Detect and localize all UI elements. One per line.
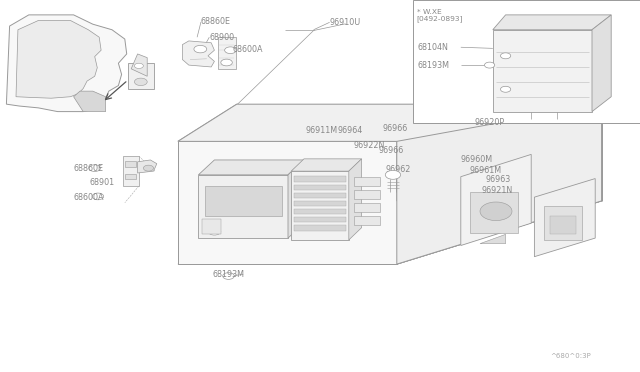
Circle shape <box>194 45 207 53</box>
Polygon shape <box>6 15 127 112</box>
Polygon shape <box>74 91 106 112</box>
Text: 96920P: 96920P <box>475 118 505 126</box>
Circle shape <box>143 165 154 171</box>
Polygon shape <box>493 15 611 30</box>
Text: 96966: 96966 <box>379 146 404 155</box>
Circle shape <box>385 170 401 179</box>
Polygon shape <box>461 154 531 246</box>
Polygon shape <box>288 160 304 238</box>
Bar <box>294 217 346 222</box>
Text: 96921N: 96921N <box>481 186 513 195</box>
Polygon shape <box>123 156 139 186</box>
Polygon shape <box>291 171 349 240</box>
Bar <box>294 193 346 198</box>
Polygon shape <box>138 160 157 173</box>
Polygon shape <box>480 234 506 244</box>
Polygon shape <box>291 159 362 171</box>
Text: 68860E: 68860E <box>74 164 104 173</box>
Text: 68193M: 68193M <box>418 61 450 70</box>
Text: 68860E: 68860E <box>201 17 231 26</box>
Text: 68600A: 68600A <box>232 45 263 54</box>
Circle shape <box>480 202 512 221</box>
Text: 96964: 96964 <box>337 126 362 135</box>
Bar <box>294 209 346 214</box>
Polygon shape <box>493 30 592 112</box>
Polygon shape <box>178 201 602 264</box>
Text: 68104N: 68104N <box>418 43 449 52</box>
Polygon shape <box>349 159 362 240</box>
Bar <box>125 161 136 167</box>
Polygon shape <box>16 20 101 98</box>
Text: 96966: 96966 <box>383 124 408 133</box>
Text: [0492-0893]: [0492-0893] <box>417 15 463 22</box>
Text: 96963: 96963 <box>485 175 510 184</box>
Bar <box>202 219 221 234</box>
Polygon shape <box>178 104 602 201</box>
Circle shape <box>89 165 100 171</box>
Polygon shape <box>550 216 576 234</box>
Text: 68193M: 68193M <box>212 270 244 279</box>
Polygon shape <box>354 203 380 212</box>
Text: 68900: 68900 <box>209 33 234 42</box>
Bar <box>218 37 236 69</box>
Circle shape <box>92 193 104 200</box>
Text: 68901: 68901 <box>90 178 115 187</box>
Bar <box>294 225 346 231</box>
Text: 96960M: 96960M <box>461 155 493 164</box>
Circle shape <box>484 62 495 68</box>
Bar <box>125 174 136 179</box>
Text: 96962: 96962 <box>385 165 411 174</box>
Bar <box>294 185 346 190</box>
Text: 96922N: 96922N <box>354 141 385 150</box>
Text: 68600A: 68600A <box>74 193 104 202</box>
Polygon shape <box>354 177 380 186</box>
Polygon shape <box>397 104 602 264</box>
Polygon shape <box>354 216 380 225</box>
Text: 96911M: 96911M <box>306 126 338 135</box>
Circle shape <box>134 63 143 68</box>
Bar <box>294 176 346 182</box>
Polygon shape <box>354 190 380 199</box>
Bar <box>470 192 518 232</box>
Polygon shape <box>131 54 147 76</box>
Circle shape <box>500 53 511 59</box>
Polygon shape <box>198 160 304 175</box>
Text: * W.XE: * W.XE <box>417 9 442 15</box>
Bar <box>544 206 582 240</box>
Bar <box>205 186 282 216</box>
Circle shape <box>134 78 147 86</box>
Circle shape <box>221 59 232 66</box>
Bar <box>413 0 640 123</box>
Text: ^680^0:3P: ^680^0:3P <box>550 353 591 359</box>
Text: 96910U: 96910U <box>330 18 361 27</box>
Circle shape <box>223 273 234 279</box>
Polygon shape <box>178 141 397 264</box>
Polygon shape <box>198 175 288 238</box>
Bar <box>294 201 346 206</box>
Circle shape <box>500 86 511 92</box>
Circle shape <box>225 47 236 54</box>
Polygon shape <box>128 63 154 89</box>
Polygon shape <box>534 179 595 257</box>
Circle shape <box>208 228 221 235</box>
Text: 96961M: 96961M <box>469 166 501 174</box>
Polygon shape <box>592 15 611 112</box>
Polygon shape <box>182 41 214 67</box>
